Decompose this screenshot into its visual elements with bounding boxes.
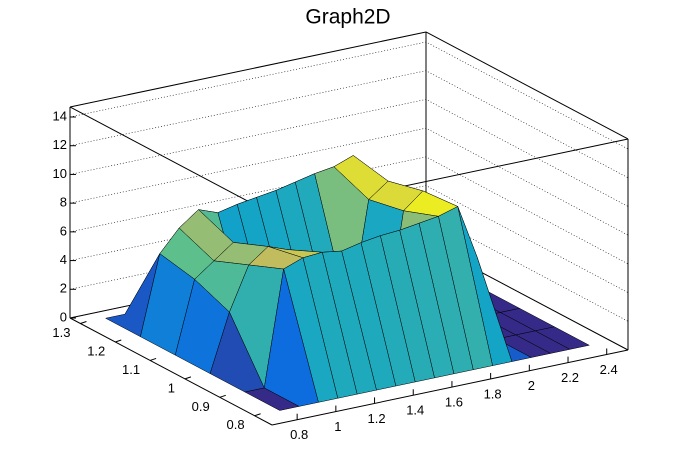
grid-line — [69, 41, 629, 150]
grid-line — [69, 156, 629, 265]
box-edge — [425, 31, 629, 140]
y-axis — [69, 317, 273, 426]
x-tick-label: 1.4 — [406, 403, 424, 418]
y-tick-label: 0.9 — [192, 399, 210, 414]
x-tick-label: 2 — [528, 378, 535, 393]
x-tick-label: 2.2 — [561, 370, 579, 385]
x-tick-label: 0.8 — [290, 427, 308, 442]
grid-line — [69, 99, 629, 207]
y-tick-label: 0.8 — [227, 417, 245, 432]
y-tick — [184, 376, 192, 380]
x-tick-label: 1.8 — [484, 386, 502, 401]
x-tick-label: 1.6 — [445, 395, 463, 410]
y-tick — [80, 321, 87, 325]
y-tick — [219, 394, 226, 398]
z-tick-label: 8 — [60, 195, 67, 210]
x-axis — [271, 349, 629, 426]
box-edge — [69, 106, 273, 215]
surface-cell — [244, 387, 300, 411]
box-edge — [69, 31, 427, 108]
x-tick-label: 1.2 — [368, 411, 386, 426]
y-tick — [149, 357, 157, 361]
y-tick-label: 1.1 — [122, 362, 140, 377]
z-tick-label: 4 — [60, 252, 67, 267]
chart-title: Graph2D — [305, 6, 390, 29]
y-tick-label: 1.3 — [52, 325, 70, 340]
z-tick-label: 12 — [53, 137, 67, 152]
x-tick-label: 1 — [334, 419, 341, 434]
grid-line — [69, 70, 629, 178]
x-tick-label: 2.4 — [600, 362, 618, 377]
z-tick-label: 6 — [60, 223, 67, 238]
y-tick — [115, 339, 122, 343]
z-tick-label: 10 — [53, 166, 67, 181]
y-tick-label: 1.2 — [87, 343, 105, 358]
z-tick-label: 0 — [60, 309, 67, 324]
y-tick — [254, 413, 261, 417]
grid-line — [69, 127, 629, 236]
grid-line — [69, 185, 629, 293]
y-tick-label: 1 — [168, 380, 175, 395]
z-tick-label: 2 — [60, 281, 67, 296]
z-tick-label: 14 — [53, 108, 67, 123]
